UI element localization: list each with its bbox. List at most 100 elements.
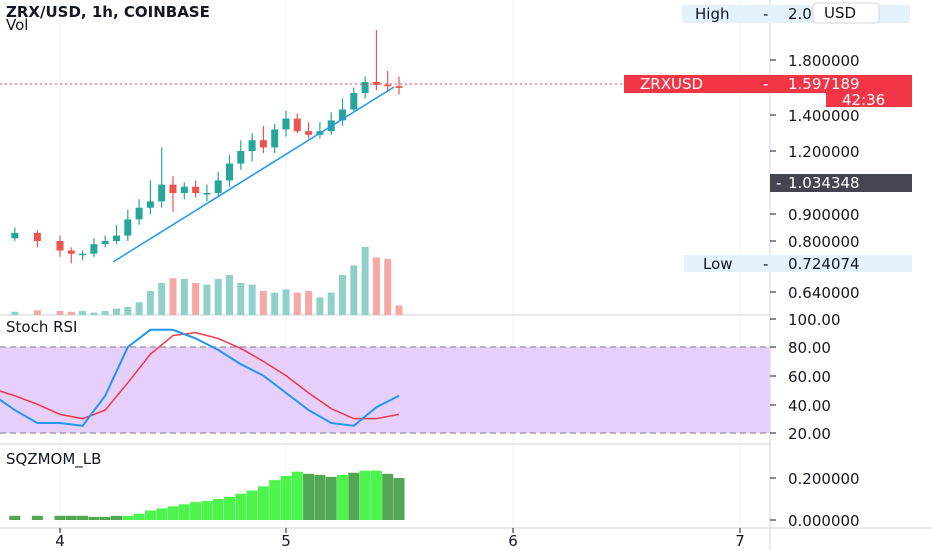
volume-bar — [192, 283, 200, 315]
volume-bar — [339, 275, 346, 315]
volume-bar — [90, 312, 98, 315]
time-tick: 7 — [735, 532, 745, 550]
stoch-tick: 40.00 — [788, 397, 831, 415]
candle-body — [372, 82, 380, 85]
momentum-bar — [224, 496, 235, 520]
squeeze-momentum-bars — [9, 470, 405, 520]
volume-bar — [384, 259, 392, 315]
candle-body — [169, 184, 177, 193]
high-label: High — [695, 5, 729, 23]
price-tick: 1.200000 — [788, 143, 860, 161]
momentum-bar — [382, 473, 394, 520]
momentum-bar — [348, 472, 360, 520]
candle-body — [79, 253, 87, 256]
momentum-bar — [167, 506, 179, 520]
candle-body — [282, 118, 290, 130]
candle-body — [113, 235, 120, 241]
momentum-bar — [212, 499, 224, 520]
time-tick: 6 — [508, 532, 518, 550]
volume-bars — [11, 247, 403, 315]
momentum-bar — [393, 478, 405, 520]
stoch-tick: 60.00 — [788, 368, 831, 386]
line-value: 1.034348 — [788, 174, 860, 192]
stoch-rsi-lines — [0, 328, 400, 427]
momentum-bar — [156, 508, 168, 520]
currency-button[interactable] — [812, 2, 880, 24]
volume-bar — [203, 284, 211, 315]
price-axis[interactable]: 1.800000 1.400000 1.200000 0.900000 0.80… — [770, 52, 860, 302]
sqz-tick: 0.200000 — [788, 470, 860, 488]
price-tick: 0.900000 — [788, 206, 860, 224]
candle-body — [226, 163, 233, 181]
momentum-bar — [303, 473, 315, 520]
sqz-axis[interactable]: 0.200000 0.000000 — [770, 470, 860, 530]
candle-body — [180, 186, 188, 193]
volume-label: Vol — [6, 16, 28, 34]
candle-body — [395, 86, 403, 88]
momentum-bar — [269, 480, 281, 520]
momentum-bar — [257, 486, 269, 520]
candle-body — [124, 219, 132, 236]
candle-body — [259, 140, 267, 148]
last-price-separator: - — [763, 75, 768, 93]
stoch-tick: 20.00 — [788, 425, 831, 443]
symbol-title[interactable]: ZRX/USD, 1h, COINBASE — [6, 3, 210, 21]
bar-countdown: 42:36 — [842, 91, 885, 109]
momentum-bar — [314, 474, 326, 520]
stoch-overbought-oversold-band — [0, 347, 770, 433]
volume-bar — [169, 278, 177, 315]
momentum-bar — [88, 516, 100, 520]
candle-body — [67, 250, 75, 254]
volume-bar — [271, 292, 279, 315]
price-tick: 0.800000 — [788, 233, 860, 251]
volume-bar — [350, 265, 358, 315]
candle-body — [384, 84, 392, 87]
last-price-symbol: ZRXUSD — [640, 75, 703, 93]
volume-bar — [180, 279, 188, 315]
low-value: 0.724074 — [788, 255, 860, 273]
momentum-bar — [246, 490, 258, 520]
momentum-bar — [31, 515, 43, 520]
time-axis[interactable]: 4 5 6 7 — [55, 528, 745, 550]
stoch-axis[interactable]: 100.00 80.00 60.00 40.00 20.00 — [770, 311, 841, 443]
time-tick: 5 — [281, 532, 291, 550]
momentum-bar — [144, 510, 156, 520]
volume-bar — [158, 283, 166, 315]
momentum-bar — [9, 515, 21, 520]
price-tick: 0.640000 — [788, 284, 860, 302]
volume-bar — [56, 311, 64, 315]
trendline[interactable] — [112, 86, 395, 263]
candle-body — [56, 241, 64, 251]
momentum-bar — [337, 474, 348, 520]
candle-body — [305, 131, 313, 135]
stoch-tick: 80.00 — [788, 339, 831, 357]
currency-button-label[interactable]: USD — [824, 4, 856, 22]
stoch-d-line — [0, 331, 400, 420]
momentum-bar — [235, 493, 247, 520]
volume-bar — [124, 307, 132, 315]
volume-bar — [282, 289, 290, 315]
volume-bar — [395, 305, 403, 315]
candle-body — [158, 184, 166, 202]
candle-body — [90, 244, 98, 254]
sqzmom-label[interactable]: SQZMOM_LB — [6, 450, 101, 469]
line-value-separator: - — [776, 174, 781, 192]
volume-bar — [101, 311, 109, 315]
candle-body — [135, 207, 143, 220]
low-separator: - — [763, 255, 768, 273]
candle-body — [146, 201, 154, 208]
volume-bar — [327, 292, 335, 315]
high-separator: - — [763, 5, 768, 23]
low-label: Low — [703, 255, 733, 273]
candle-body — [203, 193, 211, 195]
momentum-bar — [99, 516, 111, 520]
countdown-tag — [826, 92, 912, 107]
volume-bar — [226, 275, 233, 315]
low-tag — [684, 255, 912, 272]
candle-body — [361, 82, 369, 93]
price-tick: 1.400000 — [788, 107, 860, 125]
stoch-rsi-label[interactable]: Stoch RSI — [6, 318, 77, 336]
candle-body — [271, 129, 279, 148]
candle-body — [33, 232, 41, 241]
